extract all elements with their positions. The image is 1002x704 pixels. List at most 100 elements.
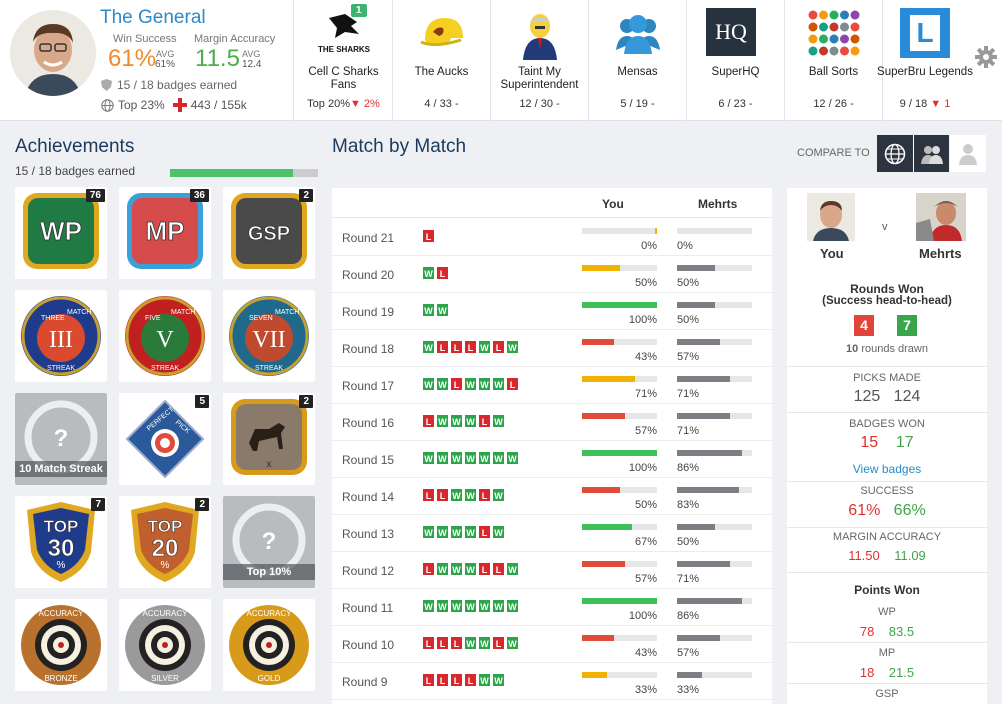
badge-count: 36 (189, 189, 209, 202)
opponent-bar (677, 561, 752, 567)
you-bar-fill (655, 228, 657, 234)
win-marker: W (464, 636, 477, 650)
you-avatar[interactable] (807, 193, 855, 241)
badge-tile[interactable]: ACCURACY GOLD (223, 599, 315, 691)
badge-tile[interactable]: V FIVE MATCH STREAK (119, 290, 211, 382)
match-row[interactable]: Round 18 W L L L W L W 43% 57% (332, 330, 772, 367)
svg-text:STREAK: STREAK (255, 365, 283, 372)
profile-name[interactable]: The General (100, 7, 206, 28)
badge-tile[interactable]: ? 10 Match Streak (15, 393, 107, 485)
view-badges-link[interactable]: View badges (852, 462, 922, 476)
you-bar-fill (582, 524, 633, 530)
win-marker: W (450, 451, 463, 465)
picks-made-label: PICKS MADE (853, 372, 921, 384)
match-row[interactable]: Round 16 L W W W L W 57% 71% (332, 404, 772, 441)
badge-tile[interactable]: ACCURACY BRONZE (15, 599, 107, 691)
you-bar (582, 376, 657, 382)
league-superbru-legends[interactable]: L SuperBru Legends 9 / 18 ▼ 1 (876, 0, 974, 121)
england-flag-icon (172, 98, 187, 112)
you-bar (582, 672, 657, 678)
badge-tile[interactable]: PERFECT PICK 5 (119, 393, 211, 485)
badge-count: 5 (195, 395, 209, 408)
win-marker: W (478, 636, 491, 650)
opponent-avatar[interactable] (916, 193, 966, 241)
svg-text:TOP: TOP (44, 517, 79, 536)
league-taint-my-superintendent[interactable]: Taint My Superintendent 12 / 30 - (491, 0, 589, 121)
loss-marker: L (506, 377, 519, 391)
badge-tile[interactable]: ACCURACY SILVER (119, 599, 211, 691)
match-row[interactable]: Round 17 W W L W W W L 71% 71% (332, 367, 772, 404)
badge-tile[interactable]: TOP 20% 2 (119, 496, 211, 588)
win-marker: W (422, 340, 435, 354)
loss-marker: L (492, 340, 505, 354)
compare-global-button[interactable] (877, 135, 913, 172)
gear-icon[interactable] (975, 46, 997, 68)
round-name: Round 16 (342, 416, 395, 430)
league-stat: 6 / 23 - (718, 98, 753, 110)
compare-user-button[interactable] (950, 135, 986, 172)
match-row[interactable]: Round 9 L L L L W W 33% 33% (332, 663, 772, 700)
badge-tile[interactable]: TOP 30% 7 (15, 496, 107, 588)
badge-tile[interactable]: ? Top 10% (223, 496, 315, 588)
badge-tile[interactable]: GSP 2 (223, 187, 315, 279)
match-row[interactable]: Round 10 L L L W W L W 43% 57% (332, 626, 772, 663)
badge-tile[interactable]: VII SEVEN MATCH STREAK (223, 290, 315, 382)
opponent-bar-fill (677, 302, 715, 308)
achievements-progress-fill (170, 169, 294, 177)
league-stat: 12 / 30 - (519, 98, 560, 110)
match-row[interactable]: Round 14 L L W W L W 50% 83% (332, 478, 772, 515)
you-percent: 50% (634, 277, 657, 289)
badge-tile[interactable]: III THREE MATCH STREAK (15, 290, 107, 382)
match-row[interactable]: Round 15 W W W W W W W 100% 86% (332, 441, 772, 478)
you-bar-fill (582, 672, 607, 678)
league-ball-sorts[interactable]: Ball Sorts 12 / 26 - (785, 0, 883, 121)
opponent-bar (677, 413, 752, 419)
loss-marker: L (422, 562, 435, 576)
shield-icon (101, 79, 112, 91)
loss-marker: L (436, 488, 449, 502)
league-cell-c-sharks-fans[interactable]: THE SHARKS 1 Cell C Sharks Fans Top 20%▼… (295, 0, 393, 121)
win-marker: W (464, 414, 477, 428)
svg-text:%: % (57, 560, 66, 571)
badge-icon: ACCURACY GOLD (229, 605, 309, 685)
badge-tile[interactable]: WP 76 (15, 187, 107, 279)
match-row[interactable]: Round 12 L W W W L L W 57% 71% (332, 552, 772, 589)
badge-top-text: MATCH (275, 309, 299, 316)
badge-tile[interactable]: MP 36 (119, 187, 211, 279)
margin-accuracy-label: MARGIN ACCURACY (832, 531, 942, 543)
svg-text:STREAK: STREAK (47, 365, 75, 372)
round-name: Round 19 (342, 305, 395, 319)
svg-text:x: x (267, 459, 272, 470)
league-mensas[interactable]: Mensas 5 / 19 - (589, 0, 687, 121)
you-bar-fill (582, 302, 657, 308)
round-name: Round 20 (342, 268, 395, 282)
match-row[interactable]: Round 21 L 0% 0% (332, 219, 772, 256)
league-the-aucks[interactable]: The Aucks 4 / 33 - (393, 0, 491, 121)
country-rank: 443 / 155k (190, 98, 247, 112)
compare-group-button[interactable] (913, 135, 949, 172)
opp-rounds-won: 7 (897, 315, 917, 336)
match-row[interactable]: Round 13 W W W W L W 67% 50% (332, 515, 772, 552)
match-row[interactable]: Round 19 W W 100% 50% (332, 293, 772, 330)
win-marker: W (492, 599, 505, 613)
win-marker: W (436, 377, 449, 391)
opponent-bar (677, 339, 752, 345)
col-opponent: Mehrts (698, 197, 738, 211)
loss-marker: L (492, 562, 505, 576)
avatar[interactable] (10, 10, 96, 96)
group-icon (611, 8, 665, 60)
match-by-match-title: Match by Match (332, 136, 467, 157)
league-superhq[interactable]: HQ SuperHQ 6 / 23 - (687, 0, 785, 121)
rounds-drawn: 10 rounds drawn (787, 343, 987, 355)
match-row[interactable]: Round 20 W L 50% 50% (332, 256, 772, 293)
win-marker: W (422, 525, 435, 539)
round-name: Round 21 (342, 231, 395, 245)
match-row[interactable]: Round 11 W W W W W W W 100% 86% (332, 589, 772, 626)
new-badge-count: 1 (351, 4, 367, 17)
badge-text: MP (146, 216, 185, 246)
divider (787, 366, 987, 367)
